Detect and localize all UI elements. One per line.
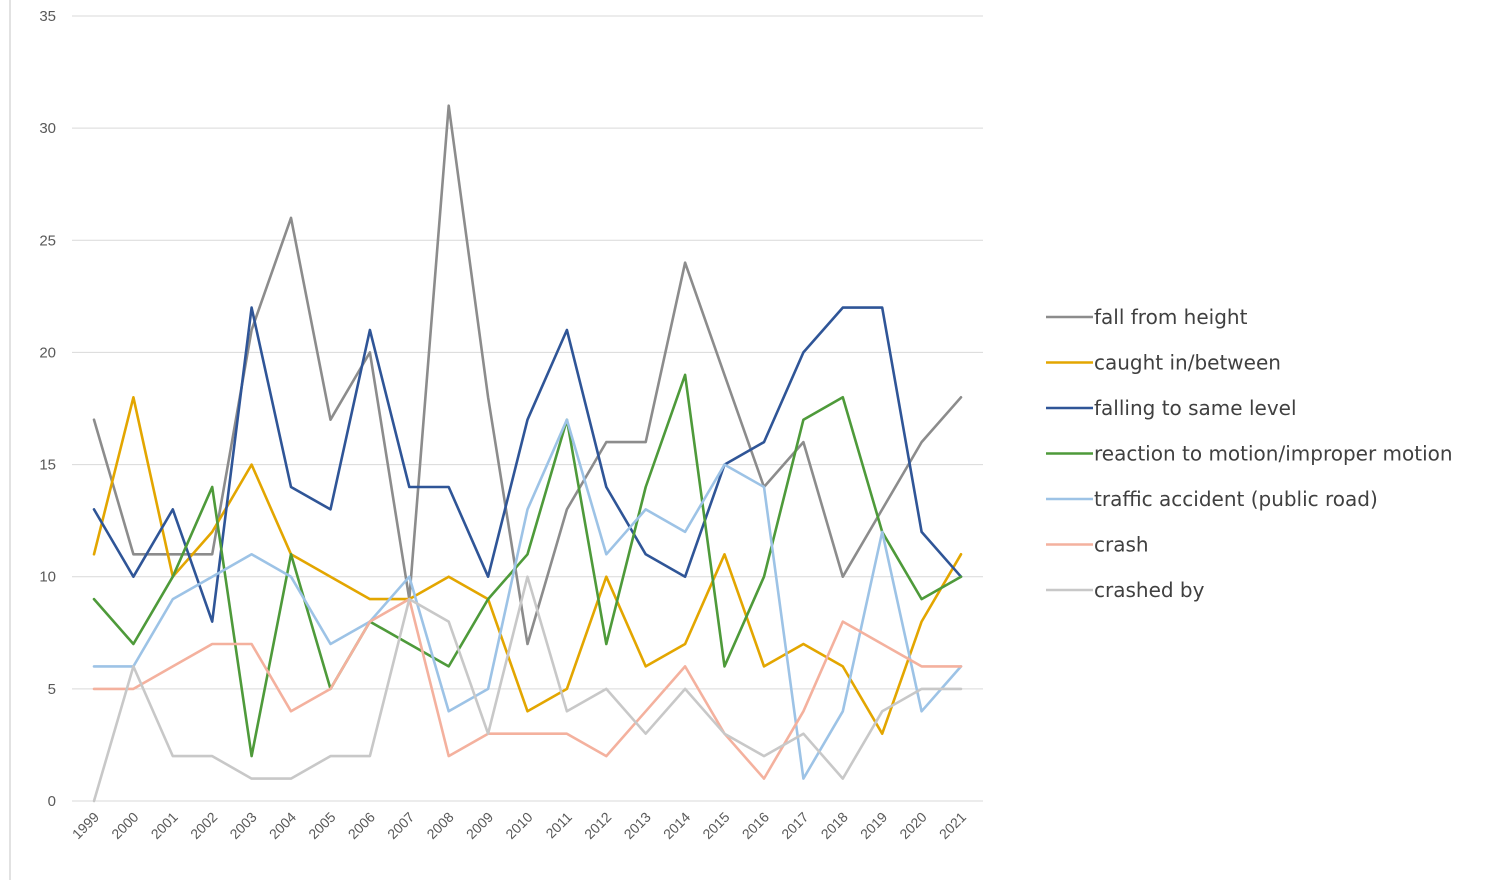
series-line-4: [92, 418, 963, 780]
x-tick-label: 2017: [778, 809, 811, 842]
legend-label: caught in/between: [1094, 351, 1281, 375]
series-line-6: [92, 575, 963, 803]
legend-label: fall from height: [1094, 305, 1248, 329]
x-tick-label: 2015: [699, 809, 732, 842]
x-tick-label: 2000: [108, 809, 141, 842]
y-tick-label: 20: [39, 344, 56, 361]
series-lines: [92, 104, 963, 803]
x-tick-label: 2006: [345, 809, 378, 842]
legend-label: falling to same level: [1094, 396, 1297, 420]
y-tick-label: 30: [39, 120, 56, 137]
gridlines: [72, 15, 983, 802]
x-tick-label: 2011: [542, 809, 575, 842]
x-tick-label: 2012: [581, 809, 614, 842]
series-line-5: [92, 597, 963, 780]
x-tick-label: 2005: [305, 809, 338, 842]
y-tick-label: 10: [39, 569, 56, 586]
x-tick-label: 2020: [896, 809, 929, 842]
series-line-2: [92, 306, 963, 623]
x-tick-label: 2003: [226, 809, 259, 842]
series-line-3: [92, 373, 963, 758]
y-tick-label: 35: [39, 8, 56, 25]
x-tick-label: 2010: [502, 809, 535, 842]
y-tick-label: 25: [39, 232, 56, 249]
x-tick-label: 2013: [621, 809, 654, 842]
legend-label: reaction to motion/improper motion: [1094, 442, 1453, 466]
x-tick-label: 2002: [187, 809, 220, 842]
x-tick-label: 1999: [69, 809, 102, 842]
y-tick-label: 5: [48, 681, 56, 698]
x-tick-label: 2018: [818, 809, 851, 842]
x-tick-label: 2019: [857, 809, 890, 842]
x-tick-label: 2016: [739, 809, 772, 842]
x-tick-label: 2008: [423, 809, 456, 842]
x-tick-label: 2021: [936, 809, 969, 842]
x-tick-label: 2009: [463, 809, 496, 842]
x-tick-label: 2004: [266, 809, 299, 842]
y-axis-tick-labels: 0 5 10 15 20 25 30 35: [39, 8, 56, 810]
legend-label: crash: [1094, 533, 1149, 557]
y-tick-label: 15: [39, 457, 56, 474]
y-tick-label: 0: [48, 793, 56, 810]
x-tick-label: 2007: [384, 809, 417, 842]
x-tick-label: 2001: [148, 809, 181, 842]
x-tick-label: 2014: [660, 809, 693, 842]
legend-label: traffic accident (public road): [1094, 487, 1378, 511]
legend-label: crashed by: [1094, 578, 1205, 602]
legend: fall from height caught in/between falling…: [1046, 305, 1453, 602]
series-line-1: [92, 395, 963, 736]
x-axis-tick-labels: 1999 2000 2001 2002 2003 2004 2005 2006 2007 2008…: [69, 809, 969, 842]
